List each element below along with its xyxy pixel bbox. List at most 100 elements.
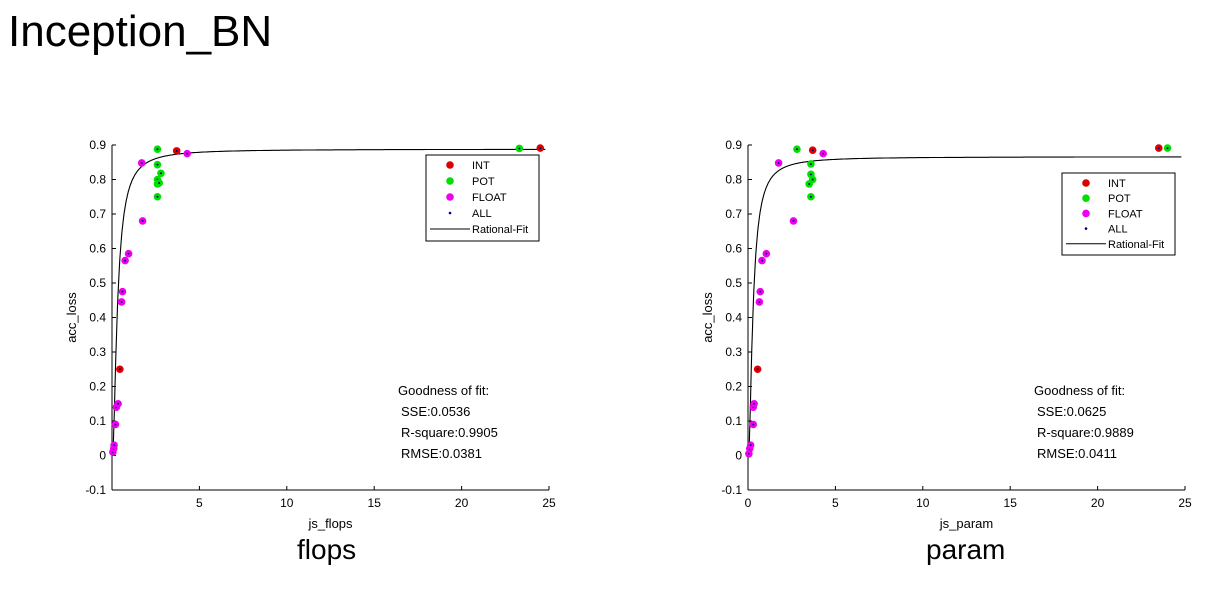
chart0-point-all — [156, 195, 159, 198]
chart0-legend-float-swatch — [446, 193, 454, 201]
chart1-point-all — [759, 290, 762, 293]
chart1-x-tick-label: 5 — [832, 496, 839, 510]
chart1-x-tick-label: 0 — [745, 496, 752, 510]
chart0-gof-rmse: RMSE:0.0381 — [401, 446, 482, 461]
chart1-y-tick-label: 0.7 — [725, 207, 742, 221]
chart1-x-tick-label: 25 — [1178, 496, 1192, 510]
chart0-gof-sse: SSE:0.0536 — [401, 404, 470, 419]
chart1-x-tick-label: 20 — [1091, 496, 1105, 510]
chart1-y-tick-label: 0.4 — [725, 311, 742, 325]
chart0-point-all — [127, 252, 130, 255]
chart0-legend-label-float: FLOAT — [472, 192, 507, 204]
chart1-point-all — [1166, 147, 1169, 150]
chart0-x-tick-label: 5 — [196, 496, 203, 510]
chart0-legend-all-swatch — [448, 211, 452, 215]
chart1-y-tick-label: 0.8 — [725, 173, 742, 187]
chart0-point-all — [113, 444, 116, 447]
chart1-point-all — [792, 219, 795, 222]
chart1-x-tick-label: 15 — [1004, 496, 1018, 510]
chart1-point-all — [747, 452, 750, 455]
chart1-legend-label-rational-fit: Rational-Fit — [1108, 239, 1164, 251]
chart1-legend-label-pot: POT — [1108, 193, 1131, 205]
chart0-x-tick-label: 25 — [542, 496, 556, 510]
chart1-point-all — [753, 402, 756, 405]
chart0-point-all — [141, 219, 144, 222]
chart0-legend-label-rational-fit: Rational-Fit — [472, 224, 528, 236]
chart0-y-tick-label: 0.4 — [89, 311, 106, 325]
chart1-point-all — [749, 444, 752, 447]
chart0-gof-rsquare: R-square:0.9905 — [401, 425, 498, 440]
chart0-point-all — [518, 147, 521, 150]
chart1-point-all — [809, 195, 812, 198]
chart1-fit-line — [748, 156, 1182, 456]
chart0-legend-box — [425, 154, 540, 242]
chart1-y-axis-label: acc_loss — [700, 292, 715, 343]
chart0-point-all — [156, 148, 159, 151]
chart0-y-tick-label: 0.5 — [89, 276, 106, 290]
chart1-point-all — [809, 173, 812, 176]
chart0-point-all — [158, 181, 161, 184]
chart0-y-tick-label: 0.9 — [89, 138, 106, 152]
chart0-point-all — [117, 402, 120, 405]
chart1-point-all — [777, 161, 780, 164]
chart0-x-tick-label: 15 — [368, 496, 382, 510]
chart1-y-tick-label: 0.6 — [725, 242, 742, 256]
chart0-y-axis-label: acc_loss — [64, 292, 79, 343]
chart0-x-tick-label: 20 — [455, 496, 469, 510]
chart0-y-tick-label: 0 — [99, 449, 106, 463]
chart1-legend-int-swatch — [1082, 179, 1090, 187]
chart1-gof-rmse: RMSE:0.0411 — [1037, 446, 1117, 461]
chart0-x-axis-label: js_flops — [307, 516, 353, 531]
chart1-point-all — [756, 368, 759, 371]
chart1-legend-label-float: FLOAT — [1108, 208, 1143, 220]
chart0-point-all — [140, 161, 143, 164]
chart1-legend-pot-swatch — [1082, 194, 1090, 202]
chart1-legend-label-all: ALL — [1108, 224, 1128, 236]
chart0-legend-int-swatch — [446, 161, 454, 169]
page-title: Inception_BN — [8, 7, 273, 56]
chart1-point-all — [795, 148, 798, 151]
chart1-gof-sse: SSE:0.0625 — [1037, 404, 1106, 419]
chart0-x-tick-label: 10 — [280, 496, 294, 510]
chart1-y-tick-label: 0.5 — [725, 276, 742, 290]
chart1-y-tick-label: 0.1 — [725, 414, 742, 428]
chart0-legend-pot-swatch — [446, 177, 454, 185]
chart1-point-all — [809, 162, 812, 165]
chart0-point-all — [175, 149, 178, 152]
chart1-gof-title: Goodness of fit: — [1034, 383, 1125, 398]
chart0-y-tick-label: 0.6 — [89, 242, 106, 256]
chart1-y-tick-label: 0.3 — [725, 345, 742, 359]
chart1-legend-box — [1061, 172, 1176, 256]
chart1-y-tick-label: 0.2 — [725, 380, 742, 394]
chart0-point-all — [156, 163, 159, 166]
chart0-legend-label-int: INT — [472, 160, 490, 172]
chart1-gof-rsquare: R-square:0.9889 — [1037, 425, 1134, 440]
chart0-gof-title: Goodness of fit: — [398, 383, 489, 398]
chart0-legend-label-pot: POT — [472, 176, 495, 188]
chart-subtitle-flops: flops — [297, 534, 357, 565]
chart0-legend-label-all: ALL — [472, 208, 492, 220]
chart1-x-tick-label: 10 — [916, 496, 930, 510]
chart0-point-all — [186, 152, 189, 155]
chart1-y-tick-label: -0.1 — [721, 483, 742, 497]
chart1-point-all — [758, 300, 761, 303]
chart1-legend-float-swatch — [1082, 209, 1090, 218]
chart1-point-all — [822, 152, 825, 155]
chart0-y-tick-label: -0.1 — [85, 483, 106, 497]
chart1-point-all — [1157, 147, 1160, 150]
chart1-point-all — [808, 182, 811, 185]
chart0-y-tick-label: 0.3 — [89, 345, 106, 359]
chart0-point-all — [120, 300, 123, 303]
chart0-y-tick-label: 0.1 — [89, 414, 106, 428]
chart0-point-all — [114, 423, 117, 426]
chart0-y-tick-label: 0.8 — [89, 173, 106, 187]
chart0-y-tick-label: 0.7 — [89, 207, 106, 221]
chart0-point-all — [118, 368, 121, 371]
chart1-point-all — [811, 149, 814, 152]
chart1-y-tick-label: 0 — [735, 449, 742, 463]
chart1-point-all — [752, 423, 755, 426]
chart1-point-all — [760, 259, 763, 262]
chart1-legend-all-swatch — [1084, 227, 1088, 230]
chart0-point-all — [539, 147, 542, 150]
chart1-point-all — [811, 178, 814, 181]
